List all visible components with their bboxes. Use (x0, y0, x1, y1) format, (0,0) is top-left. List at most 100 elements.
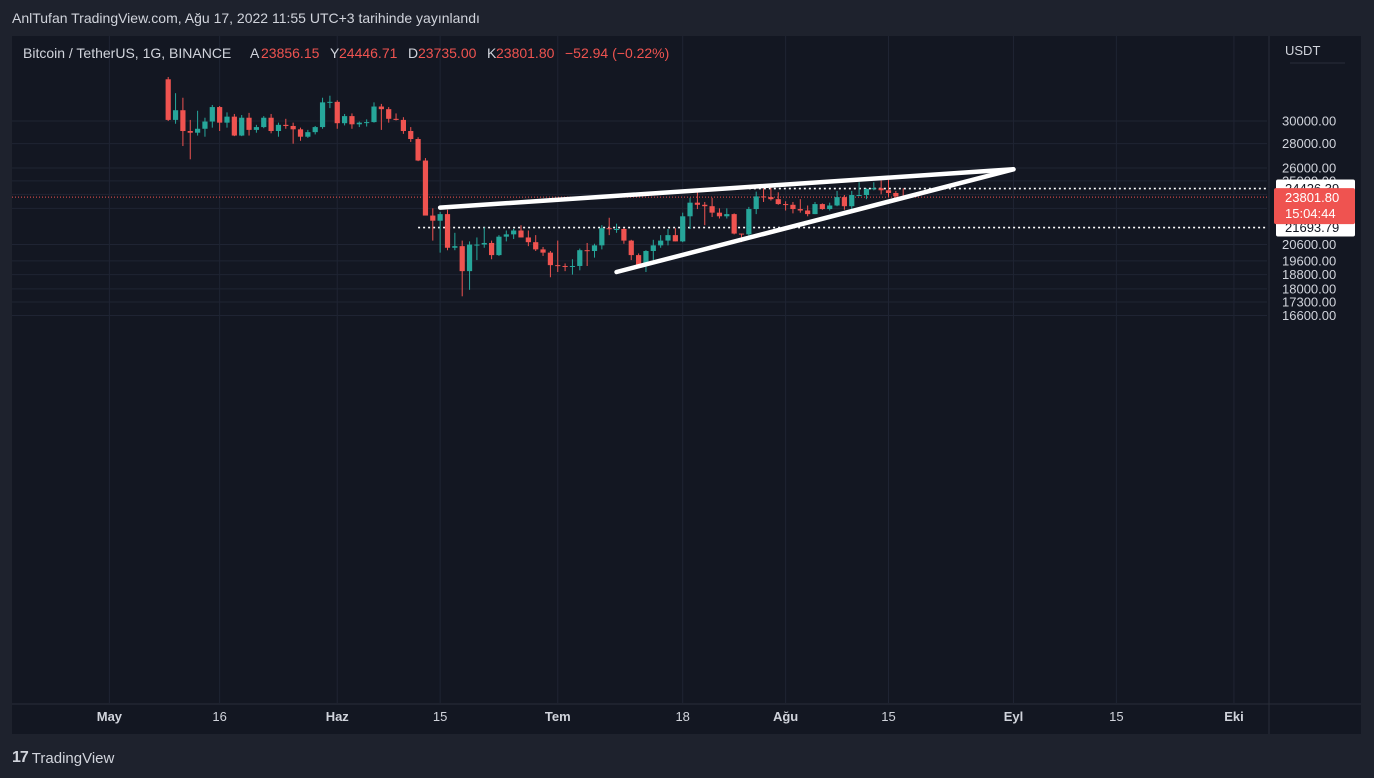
legend: Bitcoin / TetherUS, 1G, BINANCE A 23856.… (23, 45, 669, 61)
candle-body (562, 265, 568, 267)
trendlines[interactable] (437, 167, 1016, 275)
candle-body (775, 199, 781, 205)
candle-body (805, 210, 811, 215)
candle (481, 227, 487, 248)
candle-body (202, 121, 208, 129)
candle (555, 240, 561, 273)
candle-body (481, 242, 487, 245)
price-axis[interactable]: USDT 30000.0028000.0026000.0025000.00240… (1274, 43, 1355, 323)
candle (680, 212, 686, 243)
price-tick-label: 16600.00 (1282, 308, 1336, 323)
candle (834, 190, 840, 207)
candle (246, 112, 252, 136)
trendline[interactable] (437, 167, 1016, 210)
candle-body (672, 235, 678, 242)
candle-body (437, 214, 443, 221)
candle (746, 206, 752, 238)
candle-body (334, 101, 340, 124)
candle-body (253, 127, 259, 130)
candle-body (643, 251, 649, 266)
candle (856, 182, 862, 197)
candle (349, 113, 355, 129)
candle-body (863, 188, 870, 196)
candle (812, 201, 818, 215)
tradingview-brand-label: TradingView (31, 749, 115, 767)
candle (386, 107, 392, 123)
candle (187, 119, 193, 160)
candle (709, 197, 715, 218)
tradingview-logo[interactable]: 17 TradingView (12, 749, 114, 767)
candle (760, 188, 767, 202)
candle (893, 190, 899, 199)
candle-body (172, 110, 179, 120)
candle (827, 202, 833, 211)
candle-body (849, 195, 855, 207)
candle-body (195, 128, 201, 133)
candle-body (239, 117, 245, 136)
candle (768, 185, 774, 201)
candle (217, 106, 223, 132)
candle-body (709, 206, 715, 213)
time-tick-label: 15 (433, 709, 447, 724)
price-tick-label: 20600.00 (1282, 237, 1336, 252)
chart-panel[interactable]: Bitcoin / TetherUS, 1G, BINANCE A 23856.… (12, 36, 1361, 734)
time-tick-label: Eki (1224, 709, 1244, 724)
candle-body (533, 242, 539, 250)
candle (569, 259, 576, 275)
candle-body (217, 107, 223, 123)
candle-body (731, 214, 737, 234)
candle (231, 113, 237, 137)
candle (731, 213, 737, 235)
close-value: 23801.80 (496, 45, 555, 61)
last-price-text: 23801.80 (1285, 190, 1339, 205)
candle (518, 225, 524, 238)
candle-body (738, 233, 745, 235)
candle (511, 228, 517, 240)
candle (606, 217, 612, 236)
candle-body (871, 188, 877, 190)
candle (863, 188, 870, 200)
candle (452, 232, 458, 251)
time-tick-label: Tem (545, 709, 571, 724)
candle-body (885, 190, 892, 193)
candle-body (305, 132, 311, 137)
candle-body (489, 242, 495, 256)
candle (885, 178, 892, 198)
candle-body (165, 79, 171, 120)
close-letter: K (487, 45, 497, 61)
candle-body (459, 246, 465, 272)
candle-body (812, 204, 818, 215)
tradingview-logo-icon: 17 (12, 749, 29, 766)
candle (702, 201, 708, 226)
candlestick-chart[interactable]: Bitcoin / TetherUS, 1G, BINANCE A 23856.… (12, 36, 1361, 734)
time-axis[interactable]: May 16 Haz 15 Tem 18 Ağu 15 Eyl 15 Eki (97, 709, 1244, 724)
candle-body (378, 106, 384, 110)
candle (665, 228, 671, 246)
candle (658, 235, 664, 248)
candle-body (621, 228, 627, 241)
time-tick-label: 18 (675, 709, 689, 724)
candle-body (746, 209, 752, 235)
trendline[interactable] (614, 167, 1016, 275)
price-tick-label: 18000.00 (1282, 281, 1336, 296)
candle-body (327, 101, 333, 103)
open-letter: A (250, 45, 260, 61)
candle (408, 127, 414, 142)
candle-body (584, 250, 590, 252)
candle-body (636, 255, 642, 266)
candle (253, 124, 259, 133)
candle-body (503, 234, 509, 237)
candle (540, 246, 546, 256)
candle-body (650, 245, 656, 252)
low-letter: D (408, 45, 418, 61)
candle (415, 137, 421, 162)
candle (878, 180, 884, 195)
candle (290, 122, 296, 144)
time-tick-label: 15 (881, 709, 895, 724)
candle (239, 115, 245, 137)
candle (393, 113, 399, 121)
candle-body (261, 117, 267, 128)
candle (400, 117, 406, 134)
low-value: 23735.00 (418, 45, 477, 61)
